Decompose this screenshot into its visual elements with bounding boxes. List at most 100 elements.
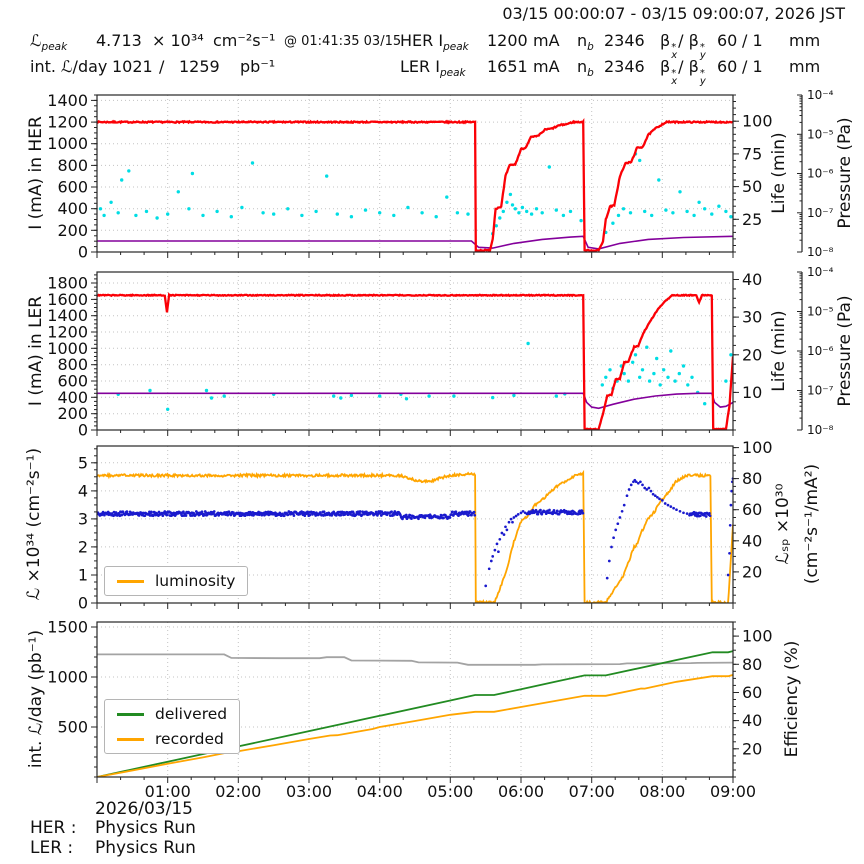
svg-text:01:00: 01:00 [145, 782, 191, 801]
svg-text:10⁻⁶: 10⁻⁶ [807, 167, 834, 181]
luminosity-legend-label: luminosity [155, 572, 236, 590]
recorded-line-sample [117, 737, 144, 741]
svg-text:40: 40 [742, 270, 762, 289]
svg-text:1200: 1200 [47, 323, 88, 342]
svg-text:1000: 1000 [47, 134, 88, 153]
svg-text:200: 200 [57, 221, 88, 240]
her-beta-ratio: / 1 [742, 31, 763, 50]
svg-text:100: 100 [742, 112, 773, 131]
svg-text:60: 60 [742, 683, 762, 702]
svg-text:40: 40 [742, 531, 762, 550]
specific-luminosity-axis-label: ℒₛₚ ×10³⁰ [773, 483, 793, 565]
svg-text:100: 100 [742, 627, 773, 646]
svg-text:10⁻⁴: 10⁻⁴ [807, 88, 834, 102]
svg-text:1000: 1000 [47, 339, 88, 358]
svg-text:10⁻⁵: 10⁻⁵ [807, 127, 834, 141]
lpeak-scale: × 10³⁴ [152, 31, 204, 50]
svg-text:4: 4 [78, 481, 88, 500]
ler-run-mode-value: Physics Run [95, 838, 196, 858]
her-run-mode-label: HER : [30, 818, 77, 838]
svg-text:0: 0 [78, 421, 88, 440]
svg-text:200: 200 [57, 404, 88, 423]
her-beta-value: 60 [717, 31, 738, 50]
svg-text:75: 75 [742, 144, 762, 163]
svg-text:80: 80 [742, 655, 762, 674]
svg-text:25: 25 [742, 210, 762, 229]
svg-text:09:00: 09:00 [710, 782, 756, 801]
svg-text:800: 800 [57, 355, 88, 374]
svg-text:10⁻⁵: 10⁻⁵ [807, 305, 834, 319]
ler-ipeak-unit: mA [533, 57, 560, 76]
svg-text:100: 100 [742, 438, 773, 457]
svg-text:03:00: 03:00 [286, 782, 332, 801]
ler-ipeak-value: 1651 [487, 57, 528, 76]
svg-text:07:00: 07:00 [569, 782, 615, 801]
legend-item-luminosity: luminosity [117, 572, 235, 590]
svg-text:30: 30 [742, 308, 762, 327]
her-beta-label: β * x / β * y [660, 31, 706, 61]
integrated-luminosity-axis-label: int. ℒ/day (pb⁻¹) [26, 629, 46, 769]
her-nb-label: nb [577, 31, 594, 54]
ler-beta-unit: mm [789, 57, 821, 76]
legend-item-recorded: recorded [117, 730, 227, 748]
svg-text:1400: 1400 [47, 91, 88, 110]
her-ipeak-unit: mA [533, 31, 560, 50]
svg-text:2: 2 [78, 537, 88, 556]
ler-nb-label: nb [577, 57, 594, 80]
luminosity-legend: luminosity [104, 566, 249, 596]
delivered-legend-label: delivered [155, 705, 228, 723]
svg-text:1400: 1400 [47, 306, 88, 325]
delivered-line-sample [117, 712, 144, 716]
specific-luminosity-axis-label2: (cm⁻²s⁻¹/mA²) [802, 463, 822, 585]
her-pressure-axis-label: Pressure (Pa) [835, 117, 855, 229]
svg-text:1000: 1000 [47, 668, 88, 687]
svg-text:10⁻⁶: 10⁻⁶ [807, 344, 834, 358]
ler-run-mode-label: LER : [30, 838, 74, 858]
her-nb-value: 2346 [604, 31, 645, 50]
svg-text:3: 3 [78, 509, 88, 528]
her-beta-unit: mm [789, 31, 821, 50]
ler-current-axis-label: I (mA) in LER [26, 295, 46, 407]
intlday-recorded-value: 1021 [112, 57, 153, 76]
luminosity-line-sample [117, 579, 144, 583]
intlday-separator: / [159, 57, 165, 76]
legend-item-delivered: delivered [117, 705, 227, 723]
svg-text:40: 40 [742, 711, 762, 730]
svg-text:1200: 1200 [47, 113, 88, 132]
svg-text:10⁻⁴: 10⁻⁴ [807, 265, 834, 279]
svg-text:10⁻⁸: 10⁻⁸ [807, 423, 834, 437]
svg-text:1800: 1800 [47, 274, 88, 293]
svg-text:1600: 1600 [47, 290, 88, 309]
x-axis-date-label: 2026/03/15 [95, 799, 193, 819]
svg-text:10⁻⁸: 10⁻⁸ [807, 245, 834, 259]
svg-text:10⁻⁷: 10⁻⁷ [807, 206, 834, 220]
lpeak-label: ℒpeak [30, 31, 67, 53]
svg-text:50: 50 [742, 177, 762, 196]
intlday-expected-value: 1259 [179, 57, 220, 76]
lpeak-timestamp: @ 01:41:35 03/15 [284, 34, 402, 49]
svg-text:600: 600 [57, 372, 88, 391]
svg-text:08:00: 08:00 [639, 782, 685, 801]
ler-pressure-axis-label: Pressure (Pa) [835, 295, 855, 407]
svg-text:400: 400 [57, 199, 88, 218]
svg-text:20: 20 [742, 345, 762, 364]
her-run-mode-value: Physics Run [95, 818, 196, 838]
lpeak-sub: peak [41, 41, 68, 54]
svg-text:04:00: 04:00 [357, 782, 403, 801]
her-current-axis-label: I (mA) in HER [26, 116, 46, 230]
svg-text:600: 600 [57, 178, 88, 197]
recorded-legend-label: recorded [155, 730, 224, 748]
intlday-unit: pb⁻¹ [240, 57, 276, 76]
svg-text:80: 80 [742, 469, 762, 488]
svg-text:05:00: 05:00 [427, 782, 473, 801]
ler-ipeak-label: LER Ipeak [400, 57, 466, 80]
her-life-axis-label: Life (min) [769, 132, 789, 214]
svg-text:10: 10 [742, 383, 762, 402]
svg-text:0: 0 [78, 594, 88, 613]
ler-beta-label: β * x / β * y [660, 57, 706, 87]
ler-life-axis-label: Life (min) [769, 310, 789, 392]
page-title: 03/15 00:00:07 - 03/15 09:00:07, 2026 JS… [502, 4, 845, 23]
lpeak-unit: cm⁻²s⁻¹ [213, 31, 276, 50]
svg-text:06:00: 06:00 [498, 782, 544, 801]
